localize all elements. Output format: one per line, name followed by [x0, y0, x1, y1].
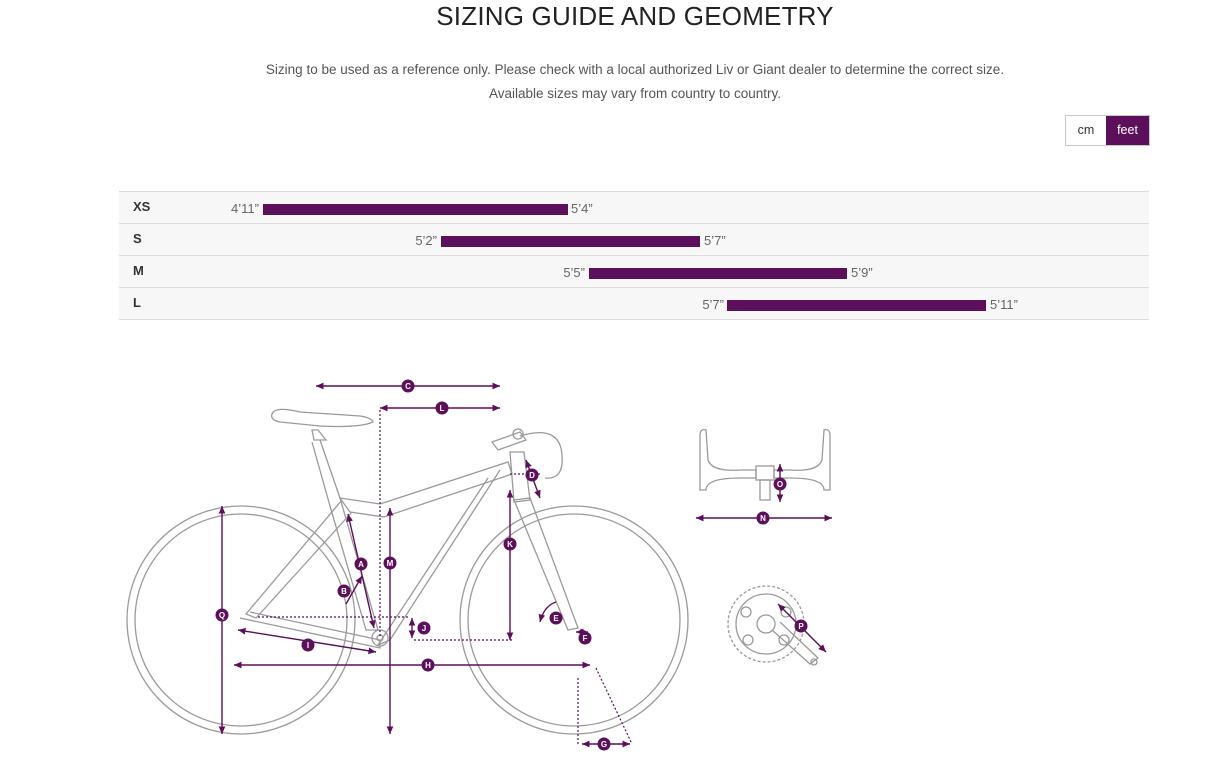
svg-text:O: O — [777, 480, 783, 489]
marker-j: J — [417, 621, 431, 635]
svg-text:G: G — [601, 740, 607, 749]
size-row-s: S 5’2” 5’7” — [119, 224, 1149, 256]
height-min: 4’11” — [231, 201, 259, 216]
height-range-bar — [589, 268, 847, 279]
unit-toggle: cm feet — [1065, 115, 1150, 146]
size-label: XS — [133, 199, 151, 214]
svg-text:J: J — [422, 624, 426, 633]
marker-m: M — [383, 556, 397, 570]
marker-e: E — [549, 611, 563, 625]
marker-q: Q — [215, 608, 229, 622]
svg-text:M: M — [387, 559, 394, 568]
marker-i: I — [301, 638, 315, 652]
height-min: 5’7” — [702, 297, 724, 312]
height-max: 5’7” — [704, 233, 726, 248]
marker-n: N — [756, 511, 770, 525]
size-label: S — [133, 231, 142, 246]
marker-g: G — [597, 737, 611, 751]
height-min: 5’2” — [415, 233, 437, 248]
geometry-markers: A B C D E F G H I J K L M N O P Q — [215, 379, 808, 751]
height-max: 5’9” — [851, 265, 873, 280]
height-range-bar — [263, 204, 568, 215]
size-label: L — [133, 295, 141, 310]
availability-note: Available sizes may vary from country to… — [488, 86, 782, 101]
svg-text:H: H — [425, 661, 431, 670]
svg-text:K: K — [507, 540, 513, 549]
marker-b: B — [337, 584, 351, 598]
handlebar-top-view — [699, 428, 831, 501]
size-range-table: XS 4’11” 5’4” S 5’2” 5’7” M 5’5” 5’9” L … — [119, 191, 1149, 320]
svg-text:E: E — [553, 614, 559, 623]
svg-text:L: L — [440, 404, 445, 413]
svg-text:I: I — [307, 641, 309, 650]
bike-illustration — [126, 408, 689, 735]
svg-text:B: B — [341, 587, 347, 596]
marker-d: D — [525, 468, 539, 482]
reference-lines — [258, 410, 633, 745]
unit-cm-button[interactable]: cm — [1066, 116, 1106, 145]
size-row-l: L 5’7” 5’11” — [119, 288, 1149, 320]
marker-a: A — [354, 557, 368, 571]
svg-text:F: F — [583, 634, 588, 643]
page-title: SIZING GUIDE AND GEOMETRY — [436, 1, 834, 31]
marker-h: H — [421, 658, 435, 672]
unit-feet-button[interactable]: feet — [1106, 116, 1149, 145]
svg-text:C: C — [405, 382, 411, 391]
marker-f: F — [578, 631, 592, 645]
size-label: M — [133, 263, 144, 278]
intro-text: Sizing to be used as a reference only. P… — [265, 62, 1005, 77]
height-range-bar — [441, 236, 700, 247]
rear-wheel — [126, 505, 356, 735]
svg-text:N: N — [760, 514, 766, 523]
size-row-xs: XS 4’11” 5’4” — [119, 192, 1149, 224]
svg-text:A: A — [358, 560, 364, 569]
marker-c: C — [401, 379, 415, 393]
marker-l: L — [435, 401, 449, 415]
marker-p: P — [794, 619, 808, 633]
svg-text:D: D — [529, 471, 535, 480]
svg-text:P: P — [798, 622, 804, 631]
height-max: 5’4” — [571, 201, 593, 216]
marker-o: O — [773, 477, 787, 491]
height-max: 5’11” — [990, 297, 1018, 312]
height-range-bar — [727, 300, 986, 311]
svg-text:Q: Q — [219, 611, 225, 620]
front-wheel — [459, 505, 689, 735]
height-min: 5’5” — [563, 265, 585, 280]
size-row-m: M 5’5” 5’9” — [119, 256, 1149, 288]
marker-k: K — [503, 537, 517, 551]
